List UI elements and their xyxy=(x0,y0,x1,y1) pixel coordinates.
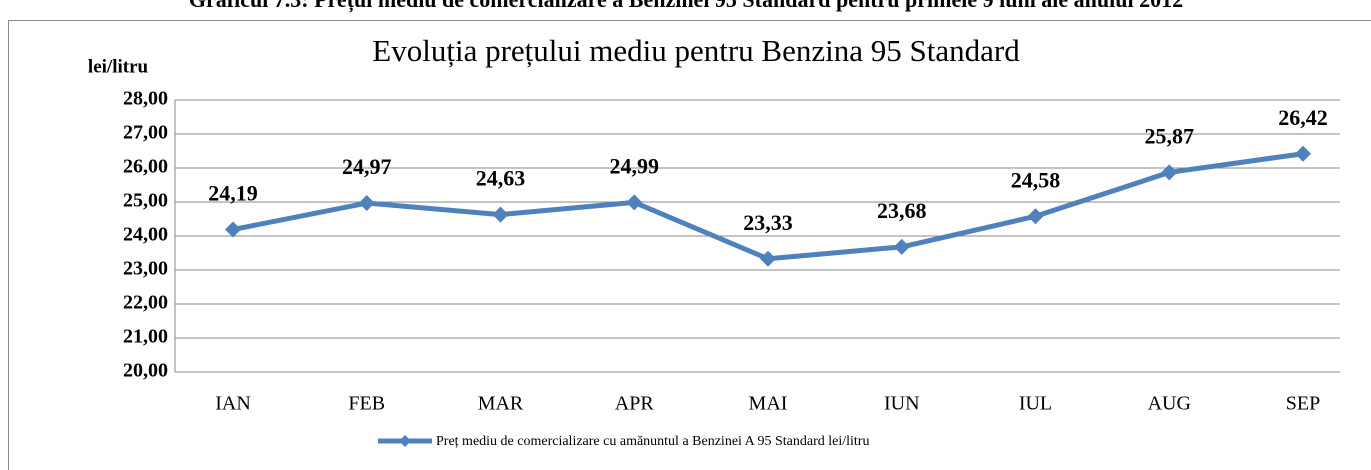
x-tick-label: SEP xyxy=(1286,393,1320,415)
data-point xyxy=(358,195,375,212)
data-label: 25,87 xyxy=(1145,123,1195,148)
chart-border xyxy=(8,20,1371,470)
series-line xyxy=(232,151,1304,262)
caption: Graficul 7.3: Prețul mediu de comerciali… xyxy=(189,0,1183,13)
data-point xyxy=(1295,145,1311,162)
y-tick-label: 20,00 xyxy=(123,360,168,382)
x-tick-label: AUG xyxy=(1148,393,1191,415)
data-label: 24,63 xyxy=(476,166,526,191)
chart-title: Evoluția prețului mediu pentru Benzina 9… xyxy=(372,33,1020,68)
y-tick-label: 25,00 xyxy=(123,190,168,212)
data-point xyxy=(760,250,776,267)
x-tick-label: IUL xyxy=(1019,393,1052,415)
y-axis-label: lei/litru xyxy=(88,56,149,77)
y-tick-label: 26,00 xyxy=(123,156,168,178)
y-tick-label: 21,00 xyxy=(123,326,168,348)
y-tick-label: 24,00 xyxy=(123,224,168,246)
legend-marker xyxy=(399,435,411,447)
y-tick-label: 23,00 xyxy=(123,258,168,280)
x-tick-label: MAR xyxy=(478,393,524,415)
data-label: 24,97 xyxy=(342,154,392,179)
data-point xyxy=(626,194,643,211)
x-tick-label: MAI xyxy=(749,393,788,415)
legend-label: Preț mediu de comercializare cu amănuntu… xyxy=(436,434,869,449)
x-tick-label: IUN xyxy=(884,393,920,415)
data-label: 26,42 xyxy=(1278,105,1328,130)
x-tick-label: FEB xyxy=(348,393,385,415)
x-tick-label: APR xyxy=(615,393,655,415)
data-point xyxy=(225,221,241,238)
data-label: 24,99 xyxy=(610,153,660,178)
y-tick-label: 27,00 xyxy=(123,122,168,144)
data-label: 23,68 xyxy=(877,198,927,223)
data-label: 24,58 xyxy=(1011,167,1061,192)
data-label: 24,19 xyxy=(208,181,258,206)
data-point xyxy=(893,238,910,255)
data-point xyxy=(1161,164,1178,181)
data-point xyxy=(492,206,509,223)
x-tick-label: IAN xyxy=(215,393,251,415)
y-tick-label: 22,00 xyxy=(123,292,168,314)
y-tick-label: 28,00 xyxy=(123,88,168,110)
data-point xyxy=(1027,208,1044,225)
data-label: 23,33 xyxy=(743,210,793,235)
